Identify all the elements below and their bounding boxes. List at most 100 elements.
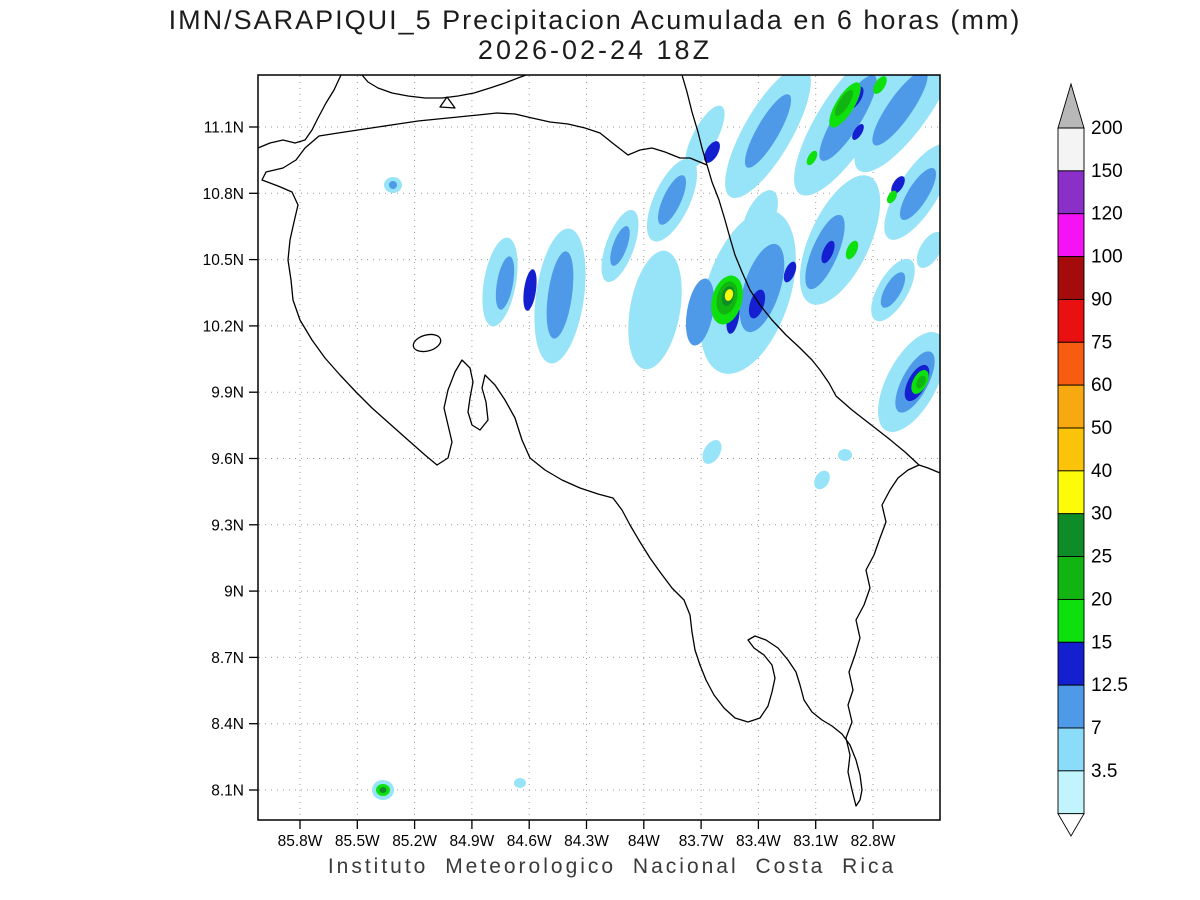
precip-cell xyxy=(916,375,926,389)
colorbar-segment xyxy=(1057,341,1085,386)
colorbar-segment xyxy=(1057,727,1085,772)
colorbar-segment xyxy=(1057,513,1085,558)
precip-cell xyxy=(628,250,682,370)
precip-cell xyxy=(891,176,905,194)
colorbar-segment xyxy=(1057,384,1085,429)
colorbar: 200 150 120 100 90 75 60 50 40 30 25 20 15 12.5 7 3.5 xyxy=(1057,82,1128,837)
precip-cell xyxy=(724,289,734,301)
colorbar-segment xyxy=(1057,213,1085,258)
precip-cell xyxy=(821,240,835,264)
colorbar-tick-label: 30 xyxy=(1091,504,1112,525)
precip-cell xyxy=(389,181,397,189)
lon-tick-label: 83.1W xyxy=(793,833,838,850)
precip-cell xyxy=(834,90,854,116)
precip-cell xyxy=(886,190,898,204)
lon-tick-label: 84.9W xyxy=(449,833,494,850)
institution-footer: Instituto Meteorologico Nacional Costa R… xyxy=(327,855,897,878)
precip-cell xyxy=(685,278,715,346)
axis-labels: 11.1N 10.8N 10.5N 10.2N 9.9N 9.6N 9.3N 9N 8.7N 8.… xyxy=(203,120,896,851)
lon-tick-label: 82.8W xyxy=(851,833,896,850)
panama-coast xyxy=(918,464,940,474)
colorbar-segment xyxy=(1057,427,1085,472)
lon-tick-label: 84W xyxy=(628,833,660,850)
precip-cell xyxy=(814,470,830,490)
precip-cell xyxy=(514,778,526,788)
chira-island xyxy=(412,333,442,353)
lat-tick-label: 10.2N xyxy=(203,318,244,335)
colorbar-tick-label: 40 xyxy=(1091,461,1112,482)
lon-tick-label: 84.3W xyxy=(564,833,609,850)
lat-tick-label: 9.9N xyxy=(211,385,244,402)
precip-cell xyxy=(916,231,940,269)
colorbar-tick-label: 12.5 xyxy=(1091,675,1128,696)
colorbar-tick-label: 7 xyxy=(1091,718,1102,739)
precip-cell xyxy=(685,105,725,169)
precip-cell xyxy=(379,787,387,793)
colorbar-segment xyxy=(1057,770,1085,815)
precip-cell xyxy=(610,226,630,266)
colorbar-tick-label: 120 xyxy=(1091,204,1123,225)
colorbar-segment xyxy=(1057,684,1085,729)
precip-cell xyxy=(546,251,574,339)
colorbar-tick-label: 75 xyxy=(1091,332,1112,353)
colorbar-segment xyxy=(1057,127,1085,172)
lat-tick-label: 9.3N xyxy=(211,517,244,534)
lake-island xyxy=(439,96,456,109)
colorbar-tick-label: 20 xyxy=(1091,589,1112,610)
precip-cell xyxy=(744,94,792,168)
precipitation-layer xyxy=(372,75,940,800)
precip-cell xyxy=(838,449,852,461)
colorbar-tick-label: 200 xyxy=(1091,118,1123,139)
lon-tick-label: 85.2W xyxy=(392,833,437,850)
precip-cell xyxy=(523,269,537,311)
page-title: IMN/SARAPIQUI_5 Precipitacion Acumulada … xyxy=(168,5,1022,35)
lat-tick-label: 10.8N xyxy=(203,186,244,203)
colorbar-segment xyxy=(1057,556,1085,600)
lat-tick-label: 9N xyxy=(224,584,244,601)
colorbar-tick-label: 60 xyxy=(1091,375,1112,396)
map-frame xyxy=(257,74,941,821)
precip-cell xyxy=(899,168,937,220)
precip-cell xyxy=(852,124,864,140)
colorbar-tick-label: 100 xyxy=(1091,247,1123,268)
lon-tick-label: 84.6W xyxy=(507,833,552,850)
lat-tick-label: 8.1N xyxy=(211,783,244,800)
colorbar-segment xyxy=(1057,298,1085,343)
precip-cell xyxy=(657,175,687,225)
colorbar-tick-label: 15 xyxy=(1091,632,1112,653)
colorbar-tick-label: 3.5 xyxy=(1091,761,1117,782)
lake-nicaragua-shore xyxy=(361,75,527,99)
map-background xyxy=(258,75,940,820)
colorbar-segment xyxy=(1057,641,1085,686)
colorbar-tick-label: 50 xyxy=(1091,418,1112,439)
nicaragua-pacific-coast xyxy=(258,75,342,149)
colorbar-segment xyxy=(1057,470,1085,515)
colorbar-arrow-bottom xyxy=(1057,813,1085,837)
colorbar-segment xyxy=(1057,598,1085,643)
precip-cell xyxy=(845,240,859,260)
precip-cell xyxy=(702,440,722,464)
lat-tick-label: 9.6N xyxy=(211,451,244,468)
precip-cell xyxy=(880,272,906,308)
precip-cell xyxy=(748,289,766,319)
colorbar-segment xyxy=(1057,256,1085,300)
coastline-layer xyxy=(258,75,940,807)
precip-cell xyxy=(495,256,515,310)
lon-tick-label: 85.8W xyxy=(278,833,323,850)
nicaragua-caribbean-coast xyxy=(681,75,708,166)
lon-tick-label: 83.4W xyxy=(736,833,781,850)
costa-rica-outline xyxy=(261,112,920,807)
colorbar-tick-label: 150 xyxy=(1091,161,1123,182)
axis-ticks xyxy=(249,126,874,829)
lat-tick-label: 8.4N xyxy=(211,716,244,733)
lat-tick-label: 11.1N xyxy=(204,120,244,137)
precip-cell xyxy=(873,76,887,94)
colorbar-tick-label: 25 xyxy=(1091,547,1112,568)
colorbar-arrow-top xyxy=(1057,82,1085,129)
lat-tick-label: 10.5N xyxy=(203,252,244,269)
precip-cell xyxy=(704,141,720,163)
lat-tick-label: 8.7N xyxy=(211,650,244,667)
precip-cell xyxy=(872,75,928,146)
